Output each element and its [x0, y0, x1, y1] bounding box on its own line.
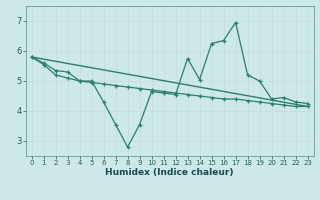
X-axis label: Humidex (Indice chaleur): Humidex (Indice chaleur) [105, 168, 234, 177]
